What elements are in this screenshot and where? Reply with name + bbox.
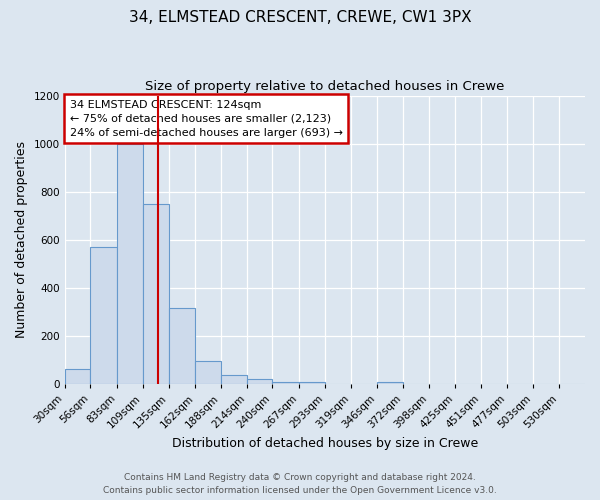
Bar — [143, 204, 169, 384]
Bar — [195, 362, 221, 384]
Bar — [221, 374, 247, 384]
Y-axis label: Number of detached properties: Number of detached properties — [15, 142, 28, 338]
Bar — [65, 368, 91, 384]
Bar — [117, 144, 143, 384]
Text: Contains HM Land Registry data © Crown copyright and database right 2024.
Contai: Contains HM Land Registry data © Crown c… — [103, 474, 497, 495]
Bar — [247, 380, 272, 384]
Bar — [169, 308, 195, 384]
Bar — [272, 382, 299, 384]
X-axis label: Distribution of detached houses by size in Crewe: Distribution of detached houses by size … — [172, 437, 478, 450]
Bar — [299, 382, 325, 384]
Bar — [91, 247, 117, 384]
Bar — [377, 382, 403, 384]
Text: 34, ELMSTEAD CRESCENT, CREWE, CW1 3PX: 34, ELMSTEAD CRESCENT, CREWE, CW1 3PX — [128, 10, 472, 25]
Text: 34 ELMSTEAD CRESCENT: 124sqm
← 75% of detached houses are smaller (2,123)
24% of: 34 ELMSTEAD CRESCENT: 124sqm ← 75% of de… — [70, 100, 343, 138]
Title: Size of property relative to detached houses in Crewe: Size of property relative to detached ho… — [145, 80, 505, 93]
